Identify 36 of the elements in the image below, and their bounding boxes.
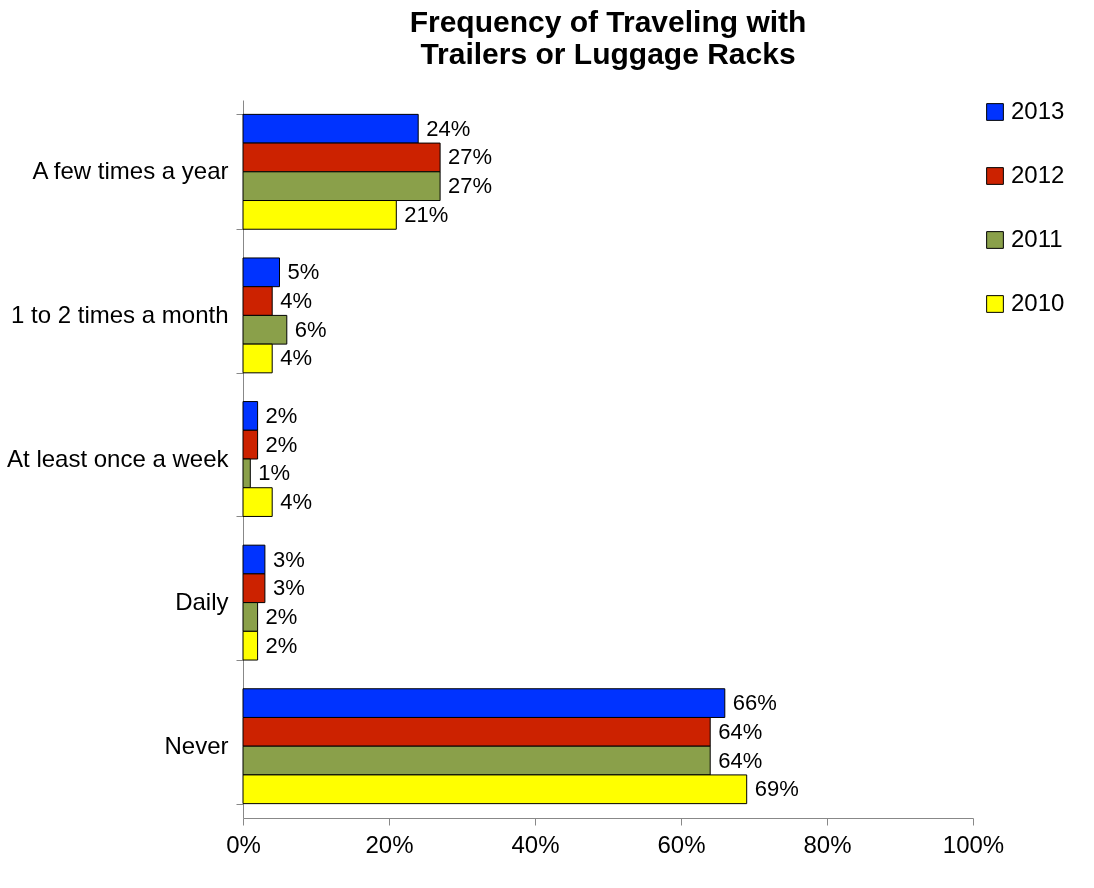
data-label: 5% [287, 259, 320, 285]
data-label: 3% [272, 546, 305, 572]
y-tick-label: A few times a year [32, 157, 229, 185]
data-label: 2% [265, 402, 298, 428]
data-label: 4% [280, 489, 312, 515]
x-tick-label: 0% [226, 830, 261, 858]
x-tick-label: 100% [942, 830, 1005, 858]
data-label: 64% [718, 718, 763, 744]
data-label: 6% [294, 316, 327, 342]
y-tick-label: At least once a week [7, 444, 230, 472]
data-label: 1% [258, 460, 291, 486]
legend-label: 2011 [1011, 225, 1063, 252]
x-tick-label: 60% [657, 830, 706, 858]
data-label: 64% [718, 747, 763, 773]
legend-label: 2013 [1011, 97, 1065, 124]
x-tick-label: 80% [803, 830, 852, 858]
data-label: 2% [265, 603, 298, 629]
data-label: 69% [754, 776, 799, 802]
data-label: 24% [426, 115, 471, 141]
legend-label: 2012 [1011, 161, 1065, 188]
data-label: 27% [448, 144, 493, 170]
x-tick-label: 20% [365, 830, 414, 858]
data-label: 21% [404, 201, 449, 227]
y-tick-label: Never [164, 731, 229, 759]
legend-label: 2010 [1011, 289, 1065, 316]
data-label: 3% [272, 575, 305, 601]
data-label: 4% [280, 288, 312, 314]
chart-title: Frequency of Traveling with Trailers or Luggage Racks [409, 5, 807, 70]
x-tick-label: 40% [511, 830, 560, 858]
data-label: 2% [265, 632, 298, 658]
data-label: 4% [280, 345, 312, 371]
y-tick-label: Daily [175, 588, 229, 616]
data-label: 27% [448, 173, 493, 199]
y-tick-label: 1 to 2 times a month [11, 300, 229, 328]
data-label: 66% [732, 690, 777, 716]
data-label: 2% [265, 431, 298, 457]
